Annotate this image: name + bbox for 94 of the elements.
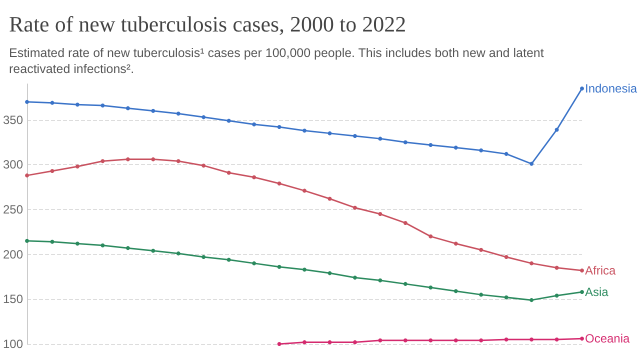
point	[302, 268, 307, 272]
point	[580, 336, 584, 341]
point	[504, 338, 508, 342]
series-label: Indonesia	[585, 81, 638, 96]
point	[403, 282, 408, 286]
y-tick-label: 100	[2, 337, 24, 350]
point	[454, 338, 458, 342]
point	[126, 246, 130, 250]
point	[428, 286, 433, 290]
point	[126, 157, 130, 162]
point	[352, 206, 357, 210]
point	[479, 148, 484, 152]
point	[202, 115, 206, 120]
point	[277, 182, 282, 186]
point	[126, 106, 130, 110]
point	[75, 242, 80, 246]
point	[277, 264, 282, 269]
point	[504, 152, 508, 156]
point	[75, 102, 80, 107]
point	[554, 294, 559, 298]
y-tick-label: 250	[2, 202, 24, 217]
point	[378, 338, 382, 342]
point	[100, 159, 105, 164]
point	[403, 140, 408, 144]
point	[151, 157, 156, 162]
point	[428, 142, 433, 147]
point	[352, 276, 357, 280]
point	[25, 173, 30, 178]
point	[454, 242, 458, 246]
point	[226, 118, 231, 123]
point	[328, 196, 332, 201]
point	[454, 289, 458, 294]
point	[479, 248, 484, 252]
point	[479, 338, 484, 342]
point	[50, 100, 54, 105]
point	[530, 298, 534, 302]
point	[75, 164, 80, 168]
point	[302, 188, 307, 193]
point	[580, 268, 584, 272]
point	[403, 338, 408, 342]
point	[151, 108, 156, 113]
y-tick-label: 200	[2, 247, 24, 262]
y-tick-label: 150	[2, 292, 24, 306]
series-label: Oceania	[585, 332, 630, 346]
series-label: Asia	[585, 285, 609, 299]
point	[176, 159, 180, 164]
point	[202, 164, 206, 168]
point	[504, 255, 508, 260]
point	[352, 340, 357, 344]
point	[428, 234, 433, 238]
point	[428, 338, 433, 342]
series-label: Africa	[585, 263, 616, 278]
point	[252, 261, 256, 266]
point	[25, 238, 30, 243]
point	[176, 112, 180, 116]
point	[554, 128, 559, 132]
point	[202, 255, 206, 260]
point	[554, 266, 559, 270]
y-tick-label: 350	[2, 112, 24, 127]
point	[454, 146, 458, 150]
point	[479, 292, 484, 297]
point	[352, 134, 357, 138]
point	[50, 240, 54, 244]
point	[277, 342, 282, 346]
point	[25, 100, 30, 104]
point	[151, 248, 156, 253]
point	[100, 104, 105, 108]
chart-title: Rate of new tuberculosis cases, 2000 to 2022	[9, 12, 406, 36]
point	[226, 170, 231, 175]
point	[530, 261, 534, 266]
point	[328, 340, 332, 344]
point	[328, 131, 332, 136]
point	[554, 338, 559, 342]
point	[252, 122, 256, 126]
point	[50, 168, 54, 173]
point	[252, 175, 256, 180]
point	[176, 251, 180, 256]
point	[302, 128, 307, 133]
point	[302, 340, 307, 344]
point	[226, 258, 231, 262]
point	[328, 271, 332, 276]
point	[580, 290, 584, 294]
point	[580, 86, 584, 90]
y-tick-label: 300	[2, 158, 24, 172]
point	[504, 295, 508, 300]
point	[530, 162, 534, 166]
point	[530, 338, 534, 342]
point	[277, 125, 282, 130]
chart-subtitle: Estimated rate of new tuberculosis¹ cases per 100,000 people. This includes both new and latent reactivated infections².	[9, 46, 548, 76]
point	[100, 243, 105, 248]
point	[378, 136, 382, 141]
point	[403, 220, 408, 225]
point	[378, 278, 382, 282]
point	[378, 212, 382, 216]
